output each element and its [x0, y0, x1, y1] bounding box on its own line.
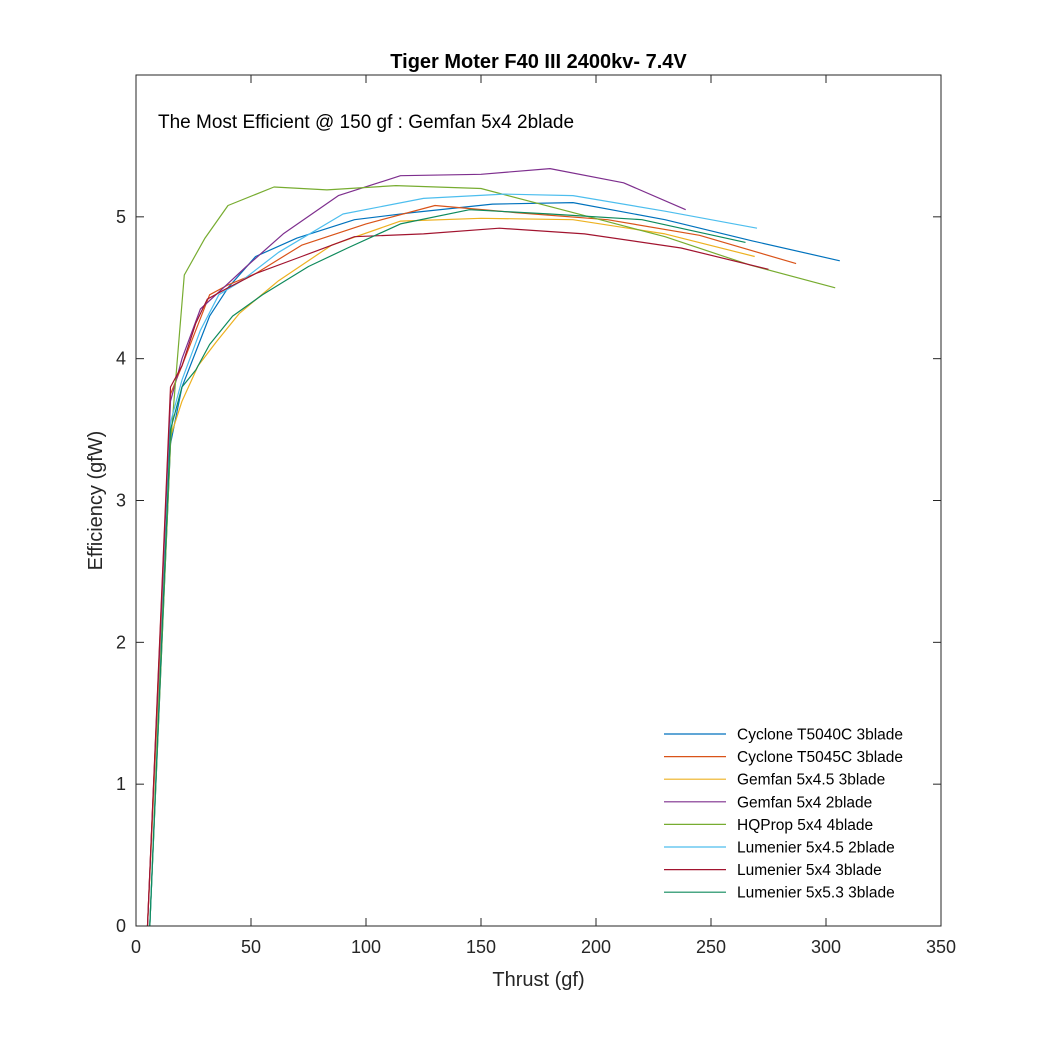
series-layer — [146, 168, 840, 926]
legend-label: Cyclone T5040C 3blade — [737, 727, 903, 744]
x-tick-label: 150 — [466, 937, 496, 957]
x-tick-label: 200 — [581, 937, 611, 957]
x-tick-label: 350 — [926, 937, 956, 957]
series-line-4 — [149, 185, 836, 926]
series-line-7 — [149, 209, 746, 926]
y-tick-label: 4 — [116, 349, 126, 369]
legend-label: Lumenier 5x4.5 2blade — [737, 840, 895, 857]
series-line-6 — [146, 227, 769, 926]
x-tick-label: 0 — [131, 937, 141, 957]
series-line-3 — [146, 168, 686, 926]
legend-label: Gemfan 5x4 2blade — [737, 794, 872, 811]
legend-label: Lumenier 5x5.3 3blade — [737, 885, 895, 902]
x-tick-label: 300 — [811, 937, 841, 957]
y-tick-label: 1 — [116, 774, 126, 794]
series-line-5 — [149, 193, 758, 926]
y-axis-label: Efficiency (gfW) — [85, 431, 107, 571]
series-line-2 — [146, 217, 755, 926]
y-tick-label: 0 — [116, 916, 126, 936]
x-axis-label: Thrust (gf) — [492, 969, 584, 991]
legend-label: HQProp 5x4 4blade — [737, 817, 873, 834]
legend-box — [652, 720, 918, 907]
legend-label: Lumenier 5x4 3blade — [737, 862, 882, 879]
legend-label: Gemfan 5x4.5 3blade — [737, 772, 885, 789]
x-tick-label: 100 — [351, 937, 381, 957]
y-tick-label: 3 — [116, 491, 126, 511]
y-tick-label: 2 — [116, 632, 126, 652]
annotation-most-efficient: The Most Efficient @ 150 gf : Gemfan 5x4… — [158, 112, 574, 133]
y-tick-label: 5 — [116, 207, 126, 227]
x-tick-label: 50 — [241, 937, 261, 957]
ticks-layer: 0 50 100 150 200 250 300 350 0 1 2 3 4 5 — [116, 75, 956, 957]
legend-label: Cyclone T5045C 3blade — [737, 749, 903, 766]
x-tick-label: 250 — [696, 937, 726, 957]
chart-title: Tiger Moter F40 III 2400kv- 7.4V — [390, 51, 687, 73]
legend: Cyclone T5040C 3blade Cyclone T5045C 3bla… — [652, 720, 918, 907]
series-line-0 — [149, 202, 840, 926]
